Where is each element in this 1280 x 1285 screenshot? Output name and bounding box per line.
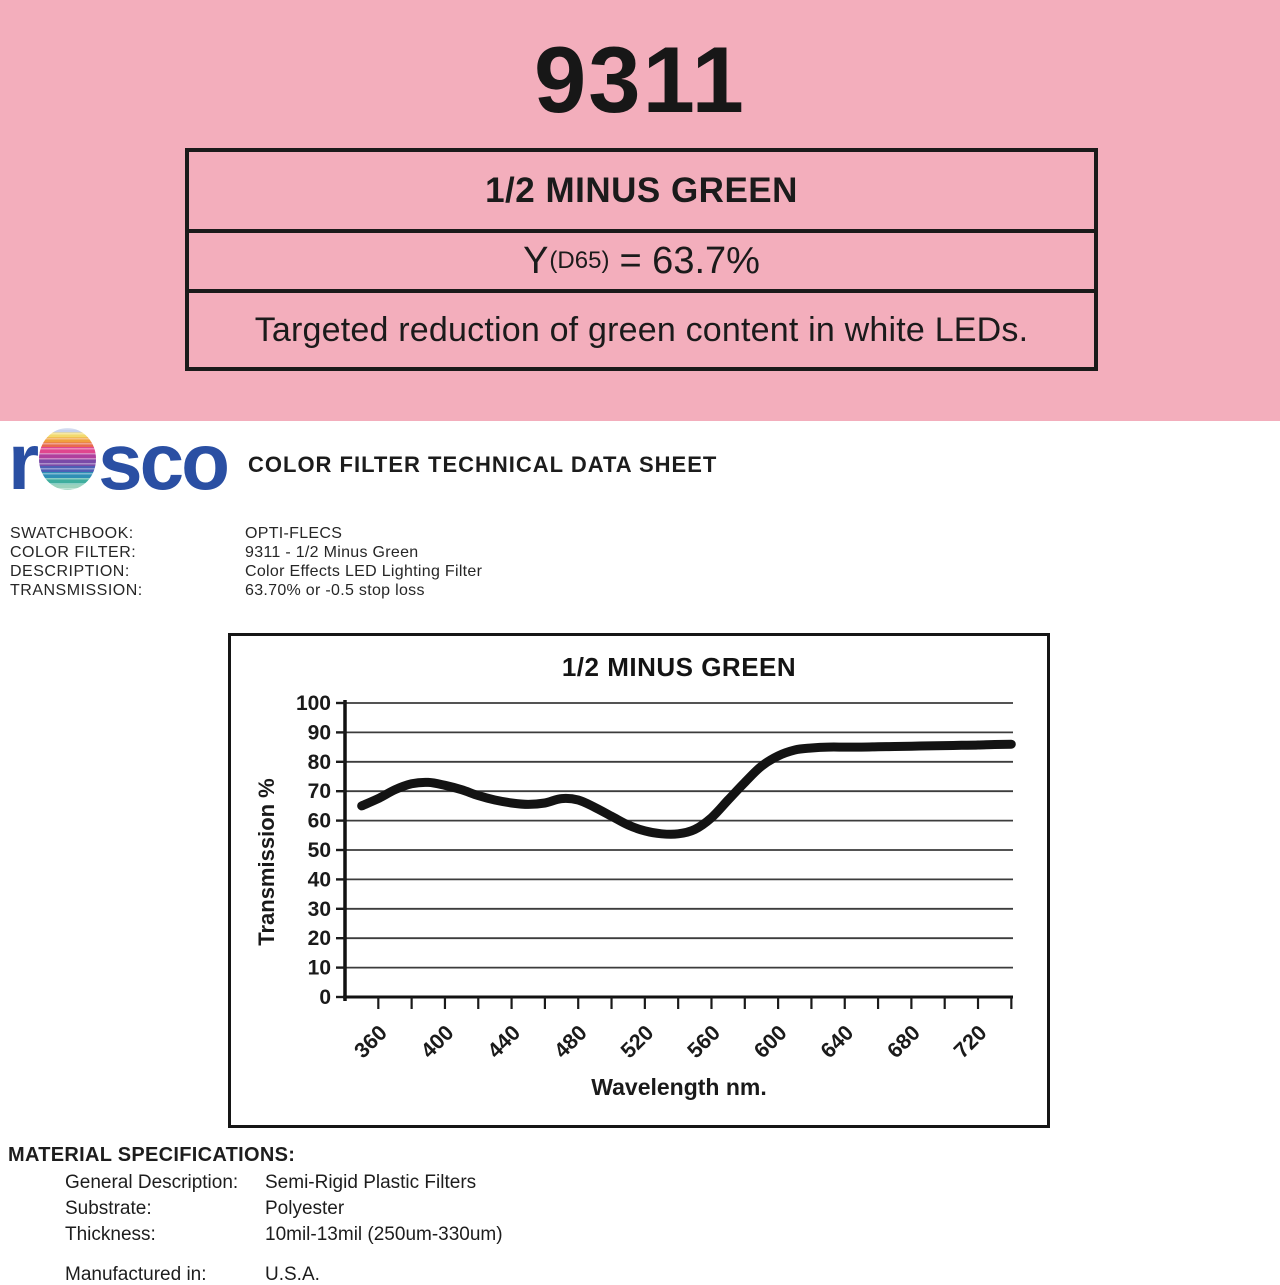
material-value: Semi-Rigid Plastic Filters bbox=[265, 1172, 477, 1193]
y-tick-label: 70 bbox=[308, 780, 331, 803]
material-row-substrate: Substrate: Polyester bbox=[65, 1199, 503, 1219]
spec-row-color-filter: COLOR FILTER: 9311 - 1/2 Minus Green bbox=[10, 543, 482, 562]
spec-label: DESCRIPTION: bbox=[10, 563, 130, 580]
material-value: U.S.A. bbox=[265, 1264, 320, 1285]
transmission-chart: 1/2 MINUS GREEN Transmission % Wavelengt… bbox=[228, 633, 1050, 1128]
filter-luminance-row: Y (D65) = 63.7% bbox=[189, 233, 1094, 293]
material-row-general: General Description: Semi-Rigid Plastic … bbox=[65, 1173, 503, 1193]
y-tick-label: 30 bbox=[308, 898, 331, 921]
y-subscript: (D65) bbox=[549, 247, 610, 274]
y-value: = 63.7% bbox=[619, 239, 760, 282]
x-tick-label: 560 bbox=[683, 1021, 725, 1063]
x-tick-label: 400 bbox=[416, 1021, 458, 1063]
spec-row-description: DESCRIPTION: Color Effects LED Lighting … bbox=[10, 562, 482, 581]
x-tick-label: 640 bbox=[816, 1021, 858, 1063]
y-tick-label: 60 bbox=[308, 810, 331, 833]
material-label: Manufactured in: bbox=[65, 1264, 207, 1285]
pink-header: 9311 1/2 MINUS GREEN Y (D65) = 63.7% Targe… bbox=[0, 0, 1280, 421]
material-title: MATERIAL SPECIFICATIONS: bbox=[8, 1144, 296, 1166]
filter-name: 1/2 MINUS GREEN bbox=[189, 152, 1094, 233]
y-tick-label: 0 bbox=[319, 986, 331, 1009]
tick-marks bbox=[336, 701, 1013, 1009]
logo-letters-sco: sco bbox=[98, 417, 230, 506]
rosco-logo: r sco bbox=[8, 417, 230, 506]
y-tick-label: 50 bbox=[308, 839, 331, 862]
filter-info-box: 1/2 MINUS GREEN Y (D65) = 63.7% Targeted r… bbox=[185, 148, 1098, 371]
material-label: Thickness: bbox=[65, 1224, 156, 1245]
transmission-curve bbox=[357, 739, 1016, 839]
spec-row-transmission: TRANSMISSION: 63.70% or -0.5 stop loss bbox=[10, 581, 482, 600]
spec-row-swatchbook: SWATCHBOOK: OPTI-FLECS bbox=[10, 524, 482, 543]
y-tick-label: 20 bbox=[308, 927, 331, 950]
y-tick-label: 90 bbox=[308, 721, 331, 744]
document-title: COLOR FILTER TECHNICAL DATA SHEET bbox=[248, 452, 718, 477]
chart-canvas: 0 10 20 30 40 50 60 70 80 90 100 360 400 440 480 520 560… bbox=[296, 692, 1016, 1063]
spec-label: TRANSMISSION: bbox=[10, 582, 143, 599]
spec-label: COLOR FILTER: bbox=[10, 544, 137, 561]
material-row-thickness: Thickness: 10mil-13mil (250um-330um) bbox=[65, 1225, 503, 1245]
x-tick-label: 480 bbox=[549, 1021, 591, 1063]
logo-letter-r: r bbox=[8, 417, 39, 506]
spec-value: Color Effects LED Lighting Filter bbox=[245, 563, 483, 580]
spec-list: SWATCHBOOK: OPTI-FLECS COLOR FILTER: 931… bbox=[10, 524, 482, 600]
material-specifications: MATERIAL SPECIFICATIONS: General Descrip… bbox=[8, 1144, 503, 1285]
material-row-manufactured: Manufactured in: U.S.A. bbox=[65, 1265, 503, 1285]
x-tick-label: 360 bbox=[350, 1021, 392, 1063]
spec-value: OPTI-FLECS bbox=[245, 525, 343, 542]
filter-number: 9311 bbox=[534, 27, 746, 132]
spec-value: 9311 - 1/2 Minus Green bbox=[245, 544, 419, 561]
material-label: Substrate: bbox=[65, 1198, 152, 1219]
x-tick-label: 440 bbox=[483, 1021, 525, 1063]
x-tick-label: 680 bbox=[883, 1021, 925, 1063]
x-tick-label: 600 bbox=[749, 1021, 791, 1063]
x-axis-title: Wavelength nm. bbox=[591, 1074, 767, 1100]
material-value: 10mil-13mil (250um-330um) bbox=[265, 1224, 503, 1245]
y-tick-label: 100 bbox=[296, 692, 331, 715]
y-tick-label: 40 bbox=[308, 868, 331, 891]
material-value: Polyester bbox=[265, 1198, 345, 1219]
spec-label: SWATCHBOOK: bbox=[10, 525, 134, 542]
filter-description: Targeted reduction of green content in w… bbox=[254, 310, 1029, 349]
x-tick-label: 720 bbox=[949, 1021, 991, 1063]
spec-value: 63.70% or -0.5 stop loss bbox=[245, 582, 425, 599]
material-label: General Description: bbox=[65, 1172, 239, 1193]
y-symbol: Y bbox=[523, 239, 549, 282]
x-tick-label: 520 bbox=[616, 1021, 658, 1063]
rosco-globe-icon bbox=[39, 428, 97, 490]
chart-title: 1/2 MINUS GREEN bbox=[561, 652, 797, 682]
y-tick-label: 10 bbox=[308, 957, 331, 980]
y-tick-label: 80 bbox=[308, 751, 331, 774]
